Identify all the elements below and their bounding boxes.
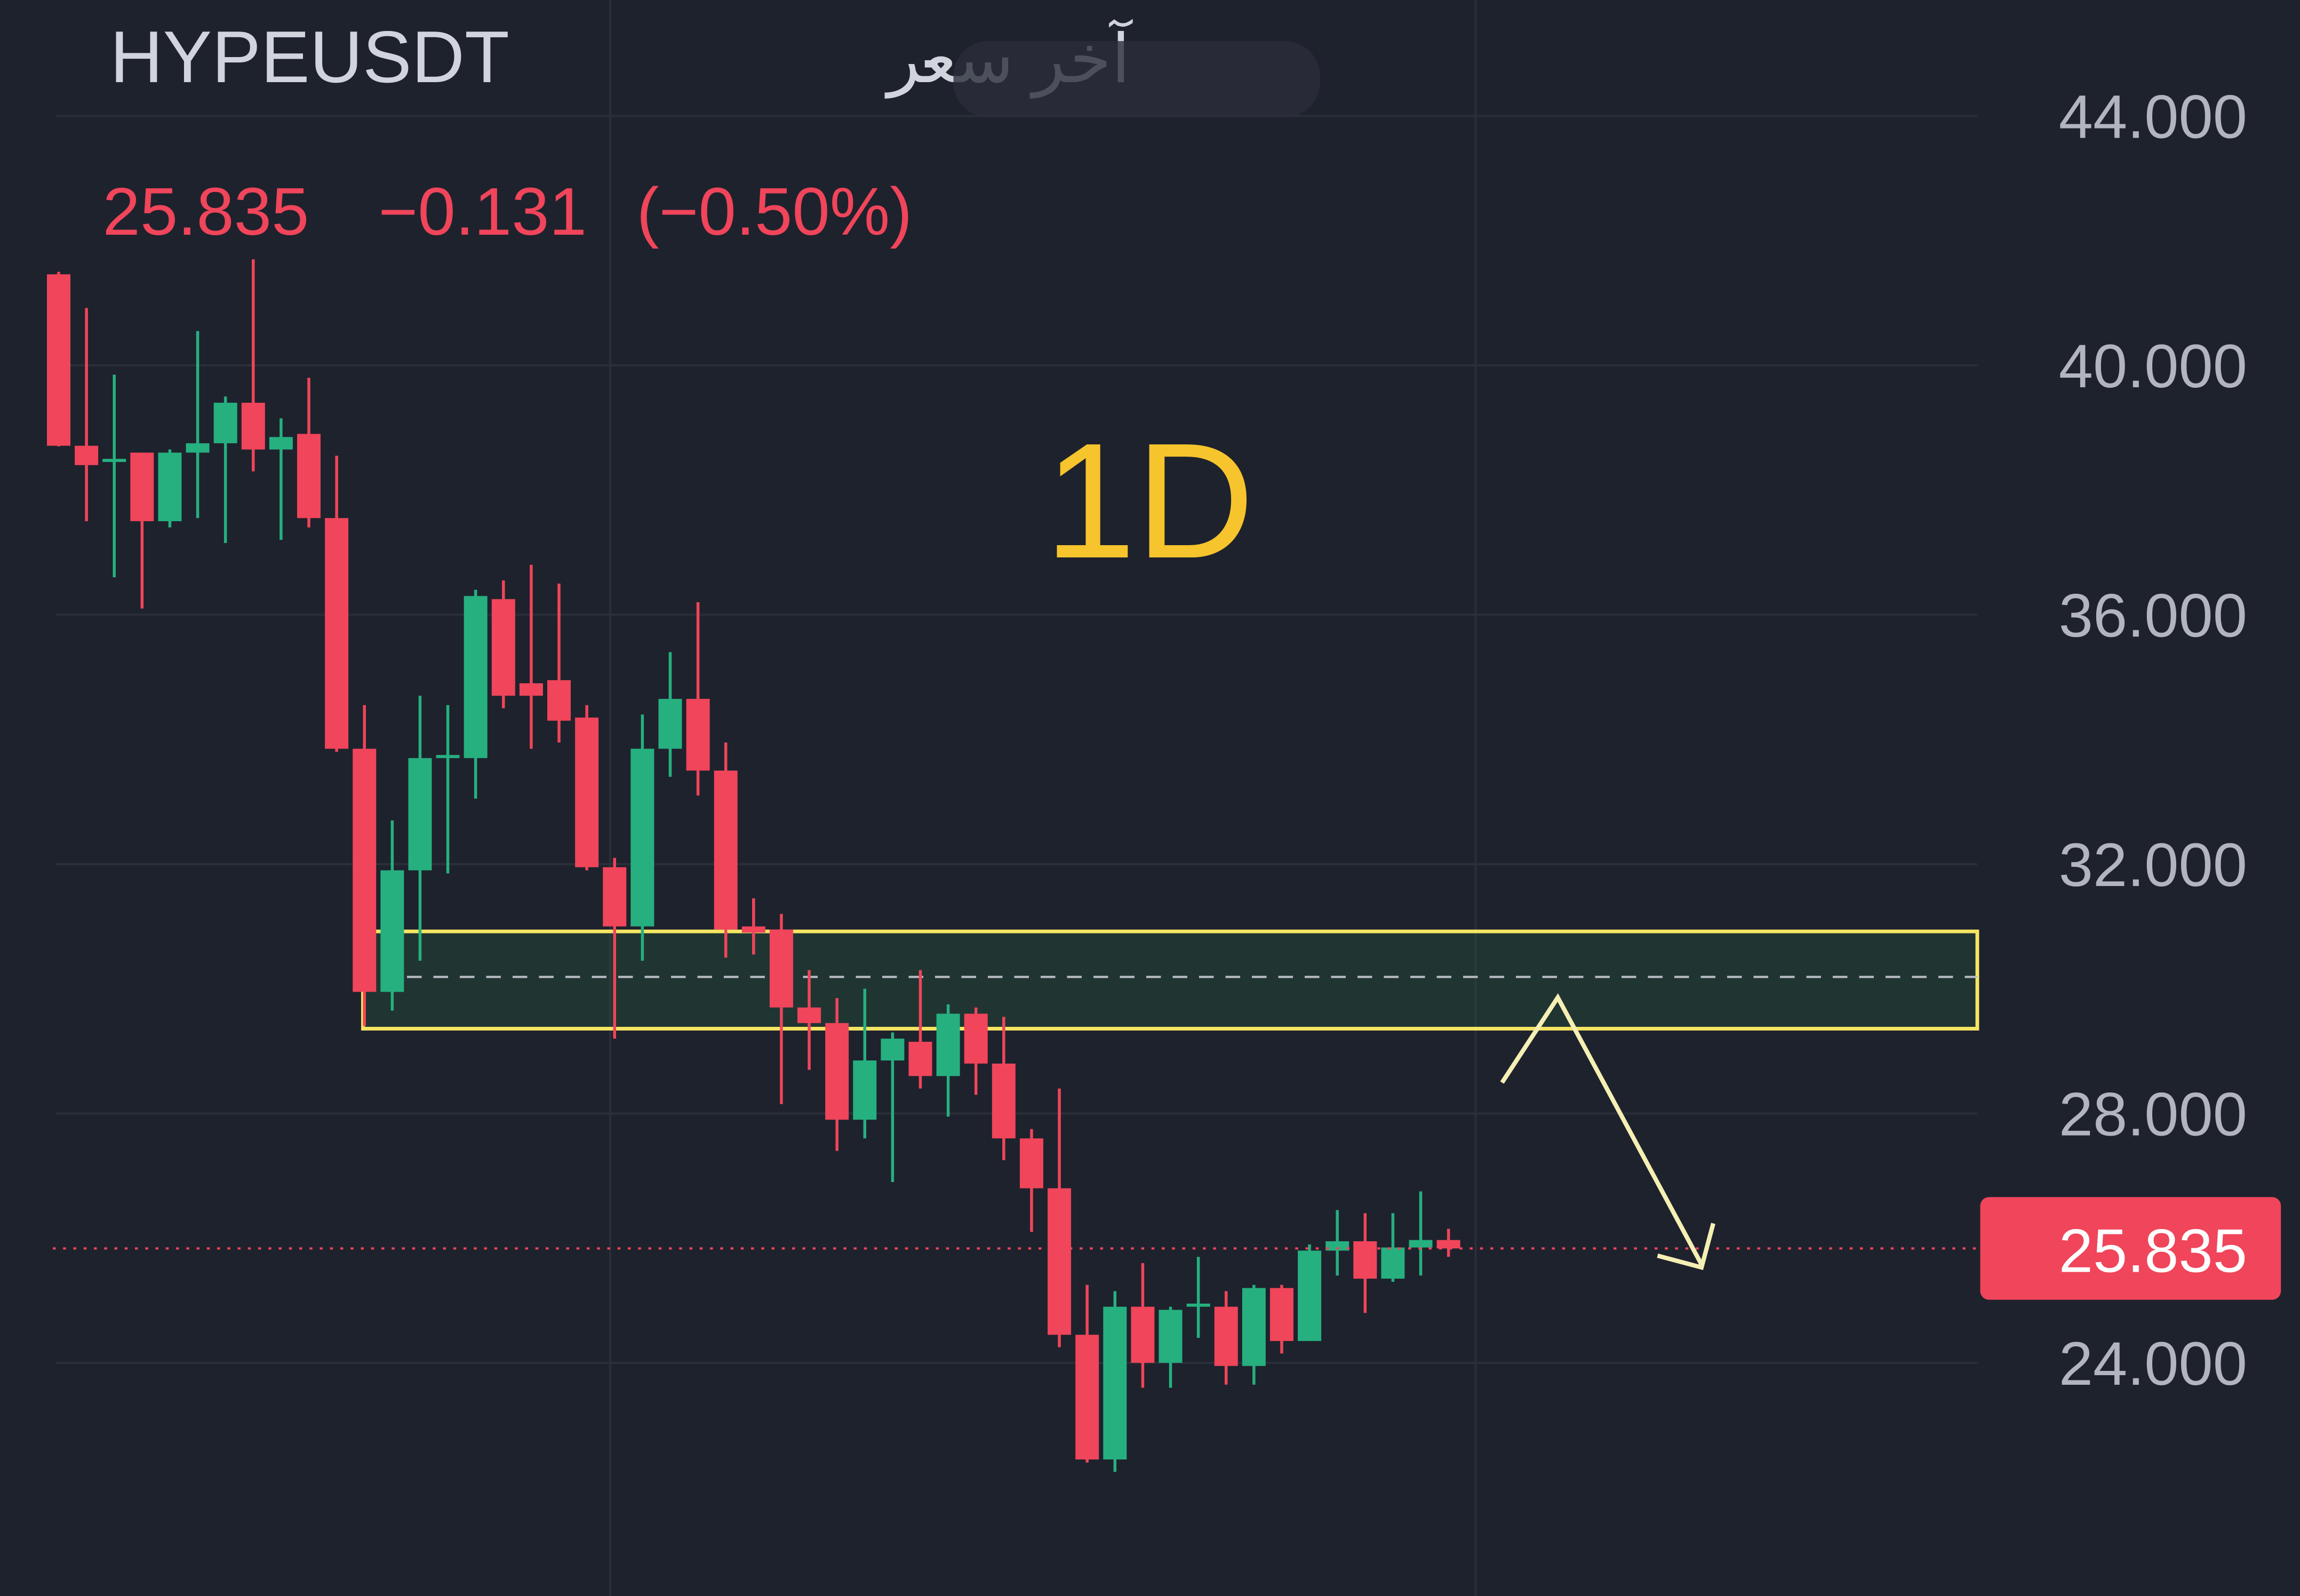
candle-body bbox=[1298, 1250, 1322, 1341]
candle-body bbox=[686, 699, 710, 771]
candle-body bbox=[325, 518, 349, 749]
candle-body bbox=[1214, 1306, 1238, 1366]
candles bbox=[47, 259, 1977, 1472]
candle-body bbox=[630, 748, 654, 927]
candle-body bbox=[269, 437, 293, 450]
candle-body bbox=[853, 1060, 877, 1120]
candle-body bbox=[964, 1014, 988, 1064]
candle-body bbox=[1131, 1306, 1155, 1363]
change-percent: (−0.50%) bbox=[637, 173, 913, 249]
candle-body bbox=[936, 1014, 960, 1076]
candle-body bbox=[1186, 1303, 1210, 1307]
candle-body bbox=[741, 926, 765, 933]
y-tick-label: 36.000 bbox=[2059, 581, 2247, 650]
candle-body bbox=[547, 680, 571, 721]
candle-body bbox=[102, 459, 126, 462]
candle-body bbox=[464, 596, 488, 759]
candle-body bbox=[1409, 1240, 1433, 1248]
candle-body bbox=[1242, 1288, 1266, 1366]
y-tick-label: 32.000 bbox=[2059, 831, 2247, 899]
candle-body bbox=[1436, 1240, 1460, 1249]
candle-body bbox=[1075, 1335, 1099, 1460]
candle-body bbox=[797, 1007, 821, 1023]
timeframe-annotation: 1D bbox=[1044, 409, 1255, 593]
zone-box bbox=[361, 929, 1979, 1031]
candle-body bbox=[575, 717, 599, 867]
y-tick-label: 24.000 bbox=[2059, 1329, 2247, 1398]
candle-body bbox=[380, 870, 404, 992]
candle-body bbox=[408, 758, 432, 871]
arrow bbox=[1500, 993, 1715, 1271]
zone bbox=[361, 929, 1979, 1031]
candle-body bbox=[881, 1039, 905, 1061]
candle-body bbox=[158, 452, 182, 522]
candle-body bbox=[658, 699, 682, 749]
candle-body bbox=[1048, 1188, 1072, 1335]
price-axis: 24.000 28.000 32.000 36.000 40.000 44.000 25.8… bbox=[1980, 83, 2281, 1398]
arrow-path bbox=[1500, 993, 1704, 1266]
candle-body bbox=[825, 1023, 849, 1120]
candle-body bbox=[908, 1041, 932, 1076]
arrow-head bbox=[1657, 1223, 1715, 1271]
candle-body bbox=[992, 1063, 1016, 1139]
symbol: HYPEUSDT bbox=[110, 17, 509, 98]
separator: · bbox=[917, 21, 939, 97]
candle-body bbox=[1269, 1288, 1293, 1341]
y-tick-label: 44.000 bbox=[2059, 83, 2247, 151]
candle-body bbox=[436, 755, 460, 759]
candle-body bbox=[241, 403, 265, 450]
candle-body bbox=[769, 929, 793, 1008]
candle-body bbox=[297, 434, 321, 518]
candle-body bbox=[75, 445, 99, 465]
candle-body bbox=[1353, 1241, 1377, 1279]
candle-body bbox=[491, 599, 515, 696]
candle-body bbox=[353, 748, 377, 992]
blurred-area bbox=[953, 41, 1320, 117]
candle-body bbox=[1103, 1306, 1127, 1460]
last-price: 25.835 bbox=[103, 173, 309, 249]
candle-body bbox=[714, 770, 738, 930]
last-price-badge-label: 25.835 bbox=[2059, 1216, 2247, 1285]
candle-body bbox=[1159, 1310, 1183, 1363]
candle-body bbox=[603, 867, 627, 927]
last-price-badge bbox=[1980, 1197, 2281, 1300]
candle-body bbox=[519, 683, 543, 696]
candle-body bbox=[130, 452, 154, 522]
change: −0.131 bbox=[379, 173, 587, 249]
y-tick-label: 40.000 bbox=[2059, 332, 2247, 401]
candle-body bbox=[213, 403, 237, 443]
y-tick-label: 28.000 bbox=[2059, 1080, 2247, 1149]
grid bbox=[55, 115, 1977, 1364]
candle-body bbox=[186, 443, 210, 453]
candle-body bbox=[1019, 1138, 1043, 1188]
candle-body bbox=[1325, 1241, 1349, 1251]
candle-body bbox=[47, 274, 70, 446]
candle-body bbox=[1381, 1247, 1405, 1279]
